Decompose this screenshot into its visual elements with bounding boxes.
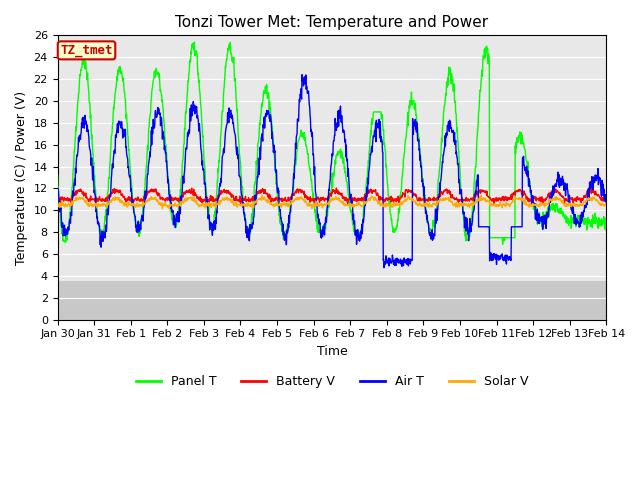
X-axis label: Time: Time — [317, 345, 348, 358]
Text: TZ_tmet: TZ_tmet — [60, 44, 113, 57]
Legend: Panel T, Battery V, Air T, Solar V: Panel T, Battery V, Air T, Solar V — [131, 370, 533, 393]
Bar — [58, 281, 606, 320]
Y-axis label: Temperature (C) / Power (V): Temperature (C) / Power (V) — [15, 91, 28, 264]
Title: Tonzi Tower Met: Temperature and Power: Tonzi Tower Met: Temperature and Power — [175, 15, 488, 30]
